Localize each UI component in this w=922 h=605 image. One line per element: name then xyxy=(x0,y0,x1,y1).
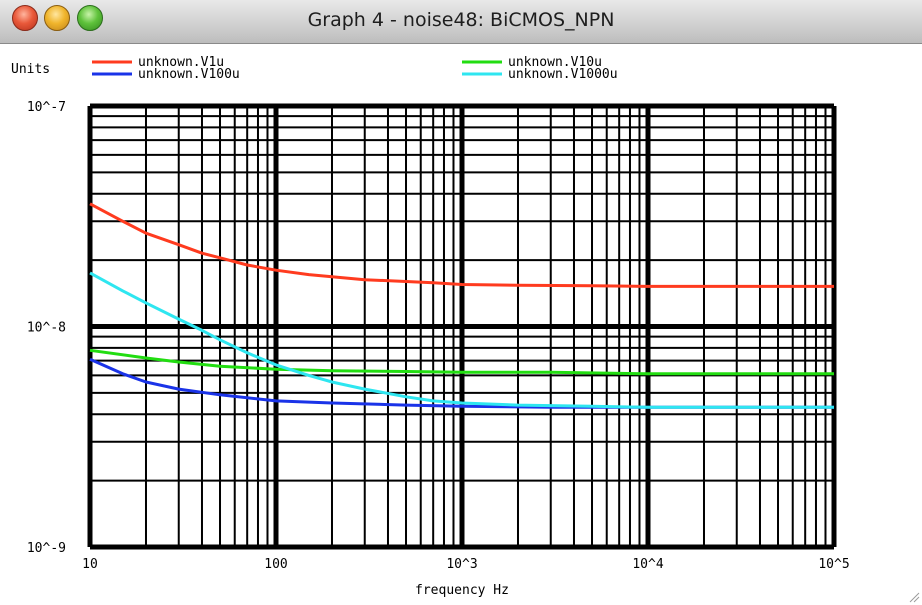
legend: Units unknown.V1u unknown.V10uunknown.V10… xyxy=(11,55,618,82)
y-tick-label: 10^-9 xyxy=(27,541,66,556)
x-tick-label: 10 xyxy=(82,557,98,572)
x-tick-label: 10^5 xyxy=(818,557,849,572)
x-tick-label: 10^3 xyxy=(446,557,477,572)
axis-ticks: 10 100 10^3 10^4 10^5 10^-9 10^-8 10^-7 xyxy=(27,100,850,572)
resize-grip-icon[interactable] xyxy=(906,589,920,603)
legend-label: unknown.V10u xyxy=(508,55,602,70)
series-line xyxy=(89,348,834,376)
y-tick-label: 10^-7 xyxy=(27,100,66,115)
y-tick-label: 10^-8 xyxy=(27,321,66,336)
x-tick-label: 100 xyxy=(264,557,287,572)
title-bar[interactable]: Graph 4 - noise48: BiCMOS_NPN xyxy=(0,0,922,44)
legend-label: unknown.V1000u xyxy=(508,67,618,82)
legend-label: unknown.V1u xyxy=(138,55,224,70)
series-line xyxy=(89,271,834,409)
series-line xyxy=(89,202,834,288)
noise-chart: 10 100 10^3 10^4 10^5 10^-9 10^-8 10^-7 Units u… xyxy=(11,55,850,598)
legend-label: unknown.V100u xyxy=(138,67,240,82)
grid xyxy=(87,103,837,550)
plot-series xyxy=(89,202,834,409)
x-axis-label: frequency Hz xyxy=(415,583,509,598)
zoom-icon[interactable] xyxy=(77,5,103,31)
minimize-icon[interactable] xyxy=(44,5,70,31)
window-title: Graph 4 - noise48: BiCMOS_NPN xyxy=(307,9,615,31)
close-icon[interactable] xyxy=(12,5,38,31)
x-tick-label: 10^4 xyxy=(632,557,663,572)
y-axis-label: Units xyxy=(11,62,50,77)
